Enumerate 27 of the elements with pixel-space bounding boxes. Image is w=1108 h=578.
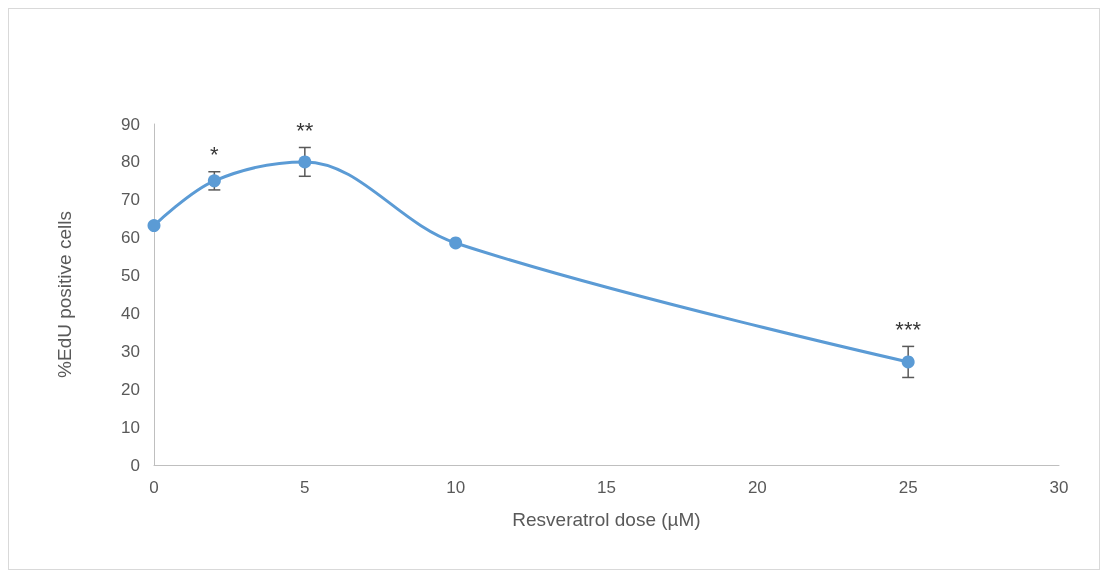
x-axis-title: Resveratrol dose (µM) [512,509,701,530]
annotation: *** [895,316,922,342]
x-tick-label: 25 [898,478,918,497]
y-tick-label: 90 [121,114,140,134]
y-tick-label: 50 [121,266,140,286]
point [298,155,312,169]
annotation: * [210,142,220,168]
y-tick-label: 70 [121,190,140,210]
point [207,174,221,188]
y-tick-label: 30 [121,341,140,361]
x-tick-label: 0 [149,478,159,497]
y-tick-label: 10 [121,417,140,437]
y-tick-label: 60 [121,228,140,248]
x-tick-label: 5 [300,478,310,497]
x-tick-label: 10 [446,478,466,497]
point [449,236,463,250]
y-tick-label: 0 [130,455,140,475]
point [901,355,915,369]
x-tick-label: 15 [597,478,616,497]
y-tick-label: 40 [121,303,140,323]
x-tick-label: 30 [1049,478,1069,497]
annotation: ** [296,117,314,143]
x-tick-label: 20 [747,478,767,497]
y-tick-label: 20 [121,379,140,399]
y-axis-title: %EdU positive cells [54,211,75,378]
y-tick-label: 80 [121,152,140,172]
point [147,219,161,233]
